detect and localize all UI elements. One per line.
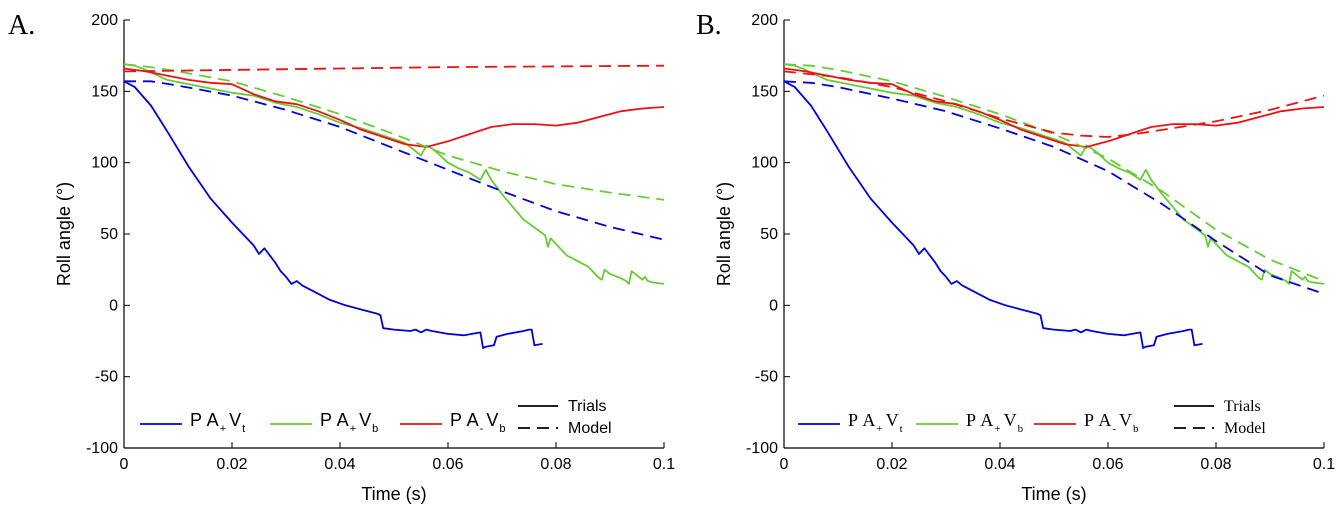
chart-panel-b: -100 -50 0 50 100 150 200 0 0.02 0.04 0.06 0.08 0.1 T… <box>714 12 1335 504</box>
y-tick-label: 100 <box>751 155 778 172</box>
legend-model-label: Model <box>568 420 612 437</box>
legend-trials-label: Trials <box>568 398 607 415</box>
y-tick-label: -50 <box>95 369 118 386</box>
y-axis-title: Roll angle (°) <box>714 182 734 286</box>
y-tick-label: -100 <box>86 440 118 457</box>
x-tick-label: 0 <box>780 456 789 473</box>
series-line <box>123 63 665 285</box>
series-line <box>124 80 665 241</box>
series-line <box>123 67 665 148</box>
x-tick-label: 0 <box>120 456 129 473</box>
x-tick-label: 0.1 <box>653 456 675 473</box>
x-tick-label: 0.06 <box>1092 456 1123 473</box>
legend-label: P A+ Vt <box>190 410 245 435</box>
chart-panel-a: -100 -50 0 50 100 150 200 0 0.02 0.04 0.06 0.08 0.1 T… <box>54 12 675 504</box>
y-tick-label: 200 <box>91 12 118 29</box>
y-tick-label: 50 <box>760 226 778 243</box>
legend-model-label: Model <box>1224 420 1266 437</box>
legend-label: P A- Vb <box>450 410 506 435</box>
legend-label: P A- Vb <box>1084 410 1139 435</box>
y-tick-label: 100 <box>91 155 118 172</box>
legend-label: P A+ Vb <box>966 410 1024 435</box>
x-tick-label: 0.02 <box>876 456 907 473</box>
series-line <box>783 70 1325 138</box>
x-tick-label: 0.08 <box>1200 456 1231 473</box>
y-tick-label: 0 <box>109 297 118 314</box>
legend-trials-label: Trials <box>1224 398 1261 415</box>
series-line <box>123 80 543 349</box>
series-line <box>123 63 665 201</box>
legend-label: P A+ Vt <box>848 410 903 435</box>
y-tick-label: 50 <box>100 226 118 243</box>
x-axis-title: Time (s) <box>1021 484 1086 504</box>
y-tick-label: -50 <box>755 369 778 386</box>
panel-a-letter: A. <box>8 10 36 41</box>
x-tick-label: 0.1 <box>1313 456 1335 473</box>
series-line <box>783 63 1325 282</box>
y-tick-label: 150 <box>91 83 118 100</box>
y-tick-label: 150 <box>751 83 778 100</box>
series-line <box>783 80 1325 295</box>
x-tick-label: 0.04 <box>324 456 355 473</box>
legend-label: P A+ Vb <box>320 410 378 435</box>
series-line <box>123 64 665 73</box>
series-line <box>783 67 1325 148</box>
x-tick-label: 0.06 <box>432 456 463 473</box>
y-axis-title: Roll angle (°) <box>54 182 74 286</box>
x-tick-label: 0.02 <box>216 456 247 473</box>
x-axis-title: Time (s) <box>361 484 426 504</box>
series-line <box>783 63 1325 285</box>
x-tick-label: 0.04 <box>984 456 1015 473</box>
y-tick-label: 200 <box>751 12 778 29</box>
y-tick-label: -100 <box>746 440 778 457</box>
panel-b-letter: B. <box>696 10 722 41</box>
series-line <box>783 80 1203 349</box>
x-tick-label: 0.08 <box>540 456 571 473</box>
y-tick-label: 0 <box>769 297 778 314</box>
